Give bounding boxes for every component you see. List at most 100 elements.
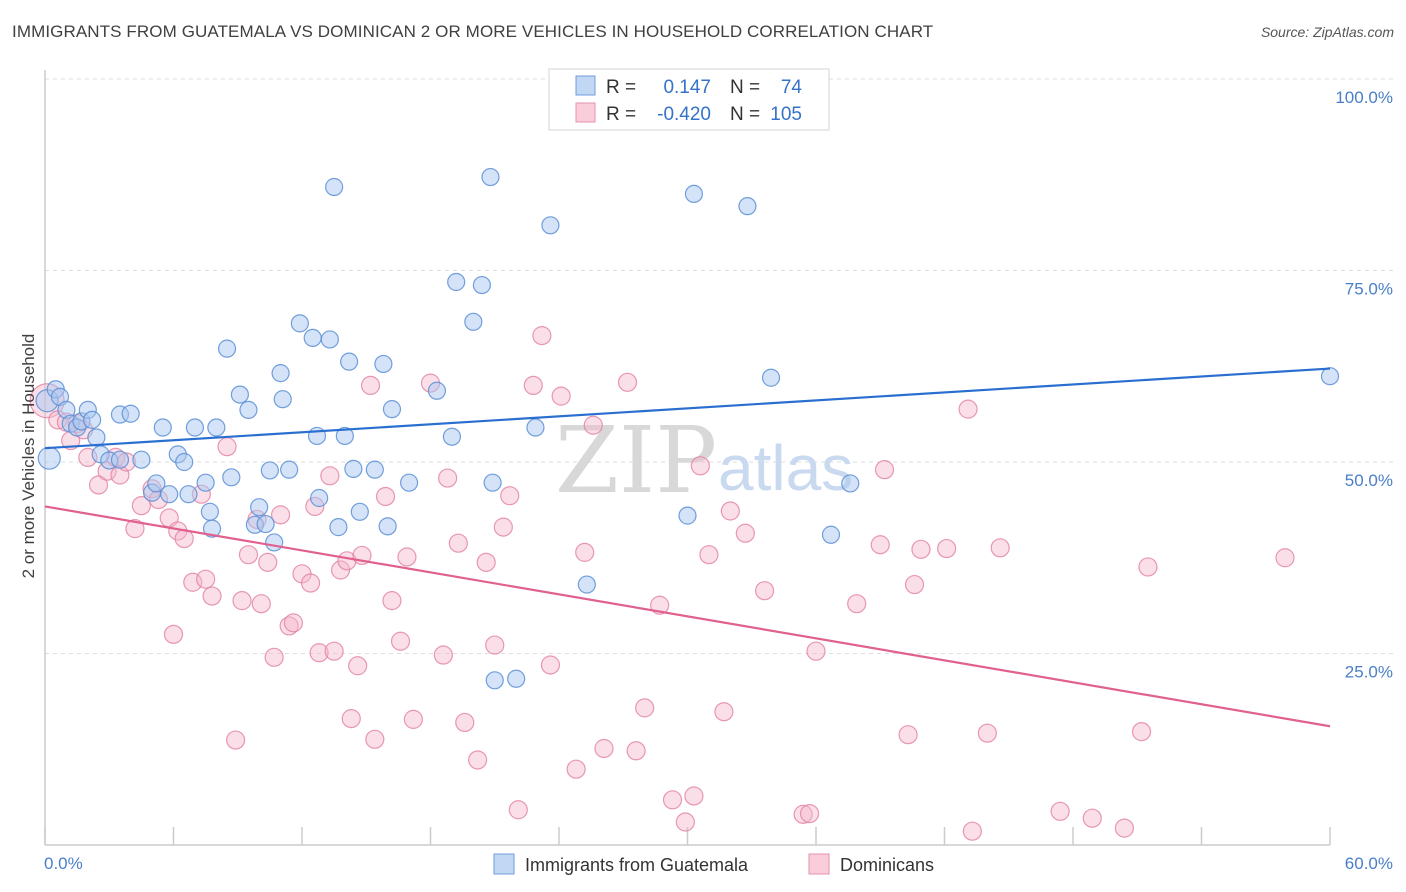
dominicans-point xyxy=(583,415,603,435)
guatemala-point xyxy=(83,410,102,429)
legend-n-value-2: 105 xyxy=(770,104,802,125)
guatemala-point xyxy=(577,575,596,594)
dominicans-point xyxy=(684,786,704,806)
guatemala-point xyxy=(110,450,130,469)
dominicans-point xyxy=(754,581,775,601)
y-tick-label: 50.0% xyxy=(1345,471,1393,490)
guatemala-point xyxy=(821,525,841,544)
legend-n-label-1: N = xyxy=(730,77,760,98)
guatemala-point xyxy=(280,460,299,479)
legend-r-label-1: R = xyxy=(606,77,636,98)
dominicans-point xyxy=(131,496,151,516)
guatemala-point xyxy=(378,517,397,536)
source-label: Source: ZipAtlas.com xyxy=(1260,24,1394,40)
guatemala-point xyxy=(87,428,106,447)
dominicans-point xyxy=(324,641,344,661)
series-guatemala-points xyxy=(35,167,1340,690)
grid-lines xyxy=(45,78,1394,654)
correlation-legend: R = 0.147 N = 74 R = -0.420 N = 105 xyxy=(548,68,830,131)
dominicans-point xyxy=(799,803,820,824)
guatemala-point xyxy=(483,473,502,492)
y-tick-label: 100.0% xyxy=(1335,88,1393,107)
dominicans-point xyxy=(911,539,931,559)
dominicans-point xyxy=(448,533,468,553)
dominicans-point xyxy=(540,655,561,675)
guatemala-point xyxy=(399,473,419,492)
guatemala-point xyxy=(273,390,292,409)
dominicans-point xyxy=(196,569,216,589)
guatemala-point xyxy=(202,519,222,538)
bottom-legend-label-dominicans: Dominicans xyxy=(840,855,934,875)
legend-n-label-2: N = xyxy=(730,104,760,125)
guatemala-point xyxy=(265,533,284,552)
dominicans-point xyxy=(348,656,368,676)
dominicans-point xyxy=(433,645,453,665)
guatemala-point xyxy=(526,418,545,437)
legend-swatch-pink xyxy=(575,102,596,123)
guatemala-point xyxy=(374,354,393,374)
guatemala-point xyxy=(230,385,249,404)
dominicans-point xyxy=(690,456,710,476)
dominicans-point xyxy=(904,574,925,595)
guatemala-point xyxy=(325,177,344,197)
guatemala-point xyxy=(1320,367,1340,386)
bottom-legend-swatch-dominicans xyxy=(808,853,830,875)
dominicans-point xyxy=(360,375,381,395)
series-legend: Immigrants from Guatemala Dominicans xyxy=(493,853,934,875)
dominicans-point xyxy=(714,702,734,722)
guatemala-point xyxy=(185,418,205,437)
dominicans-point xyxy=(390,631,411,651)
guatemala-point xyxy=(147,474,166,493)
dominicans-point xyxy=(532,326,552,346)
x-tick-label-min: 0.0% xyxy=(44,854,83,873)
dominicans-point xyxy=(300,573,321,593)
dominicans-point xyxy=(962,821,982,841)
dominicans-point xyxy=(438,468,458,488)
dominicans-point xyxy=(847,594,867,614)
guatemala-point xyxy=(841,474,860,493)
chart-title: IMMIGRANTS FROM GUATEMALA VS DOMINICAN 2… xyxy=(12,22,934,41)
dominicans-point xyxy=(551,386,571,406)
dominicans-point xyxy=(283,613,304,633)
dominicans-point xyxy=(403,709,423,729)
dominicans-point xyxy=(806,641,826,661)
guatemala-point xyxy=(507,669,526,688)
guatemala-point xyxy=(442,427,462,446)
dominicans-point xyxy=(1050,801,1070,821)
dominicans-point xyxy=(320,466,340,486)
dominicans-point xyxy=(874,460,895,480)
dominicans-point xyxy=(226,730,246,750)
dominicans-point xyxy=(626,741,646,761)
dominicans-point xyxy=(735,523,755,543)
legend-r-value-2: -0.420 xyxy=(657,104,711,125)
x-tick-label-max: 60.0% xyxy=(1345,854,1393,873)
guatemala-point xyxy=(256,514,275,534)
dominicans-point xyxy=(476,552,496,572)
dominicans-point xyxy=(258,552,278,572)
dominicans-point xyxy=(508,800,528,820)
guatemala-point xyxy=(472,275,491,295)
dominicans-point xyxy=(1138,557,1158,577)
dominicans-point xyxy=(594,738,614,759)
dominicans-point xyxy=(1131,722,1152,742)
legend-n-value-1: 74 xyxy=(781,77,803,98)
dominicans-point xyxy=(898,725,918,745)
watermark-atlas: atlas xyxy=(718,432,853,504)
guatemala-point xyxy=(290,314,309,333)
dominicans-point xyxy=(1275,548,1295,568)
legend-r-label-2: R = xyxy=(606,104,636,125)
guatemala-trend-line xyxy=(44,367,1331,450)
dominicans-point xyxy=(793,804,813,824)
guatemala-point xyxy=(427,381,447,400)
dominicans-point xyxy=(309,643,329,663)
dominicans-point xyxy=(937,538,957,559)
dominicans-point xyxy=(566,759,586,779)
bottom-legend-label-guatemala: Immigrants from Guatemala xyxy=(525,855,749,875)
dominicans-point xyxy=(958,399,978,419)
dominicans-point xyxy=(699,545,719,565)
guatemala-point xyxy=(37,446,61,470)
guatemala-point xyxy=(303,328,322,348)
dominicans-point xyxy=(397,547,417,567)
guatemala-point xyxy=(447,272,466,292)
